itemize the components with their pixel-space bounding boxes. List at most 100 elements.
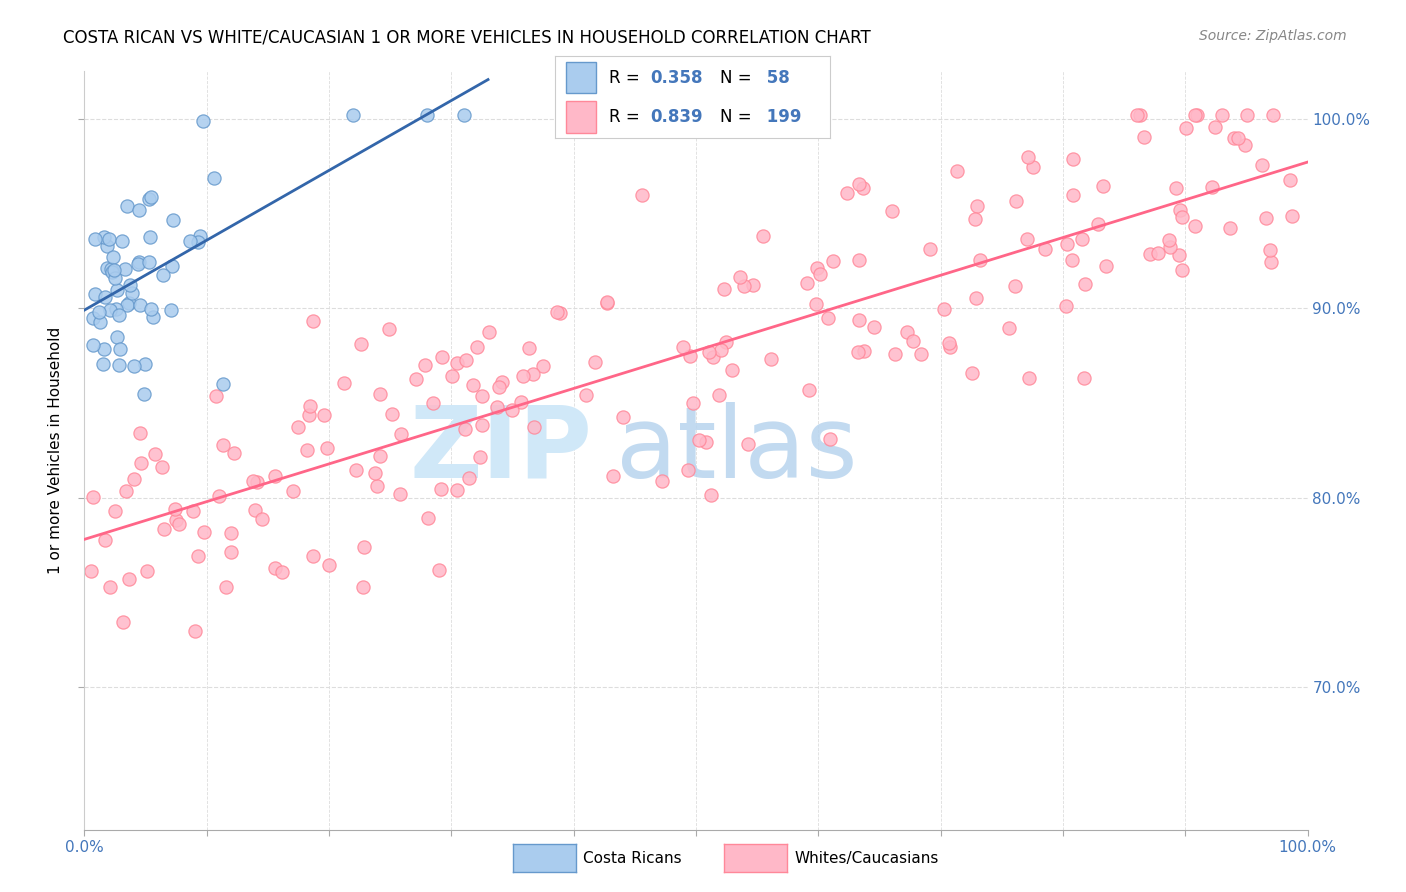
Text: atlas: atlas xyxy=(616,402,858,499)
Point xyxy=(205,389,228,403)
Text: COSTA RICAN VS WHITE/CAUCASIAN 1 OR MORE VEHICLES IN HOUSEHOLD CORRELATION CHART: COSTA RICAN VS WHITE/CAUCASIAN 1 OR MORE… xyxy=(63,29,872,46)
Point xyxy=(84,287,107,301)
Point xyxy=(1133,130,1156,145)
Point xyxy=(1171,210,1194,224)
Point xyxy=(93,533,115,547)
Point xyxy=(517,341,540,355)
Point xyxy=(108,342,131,356)
Point xyxy=(121,285,143,300)
Point xyxy=(98,232,121,246)
Point xyxy=(138,254,160,268)
Point xyxy=(163,502,186,516)
Point xyxy=(416,108,439,122)
Point xyxy=(808,268,831,282)
Point xyxy=(457,470,479,484)
Point xyxy=(910,347,932,361)
Point xyxy=(1070,231,1092,245)
Point xyxy=(1033,242,1056,256)
Point xyxy=(1184,219,1206,233)
Text: 0.358: 0.358 xyxy=(650,69,703,87)
Point xyxy=(1091,179,1114,194)
Point xyxy=(191,114,214,128)
Point xyxy=(98,302,121,317)
Text: R =: R = xyxy=(609,69,645,87)
Point xyxy=(962,366,984,380)
Point xyxy=(101,250,124,264)
Point xyxy=(454,422,477,436)
Point xyxy=(187,235,209,249)
Point xyxy=(181,504,204,518)
Point xyxy=(852,180,875,194)
Point xyxy=(212,377,235,392)
Point xyxy=(1281,209,1303,223)
Point xyxy=(250,512,273,526)
Point xyxy=(1261,108,1284,122)
Point xyxy=(523,420,546,434)
Point xyxy=(110,234,132,248)
Point xyxy=(381,407,404,421)
Point xyxy=(264,561,287,575)
Point xyxy=(353,540,375,554)
Text: 58: 58 xyxy=(761,69,790,87)
Point xyxy=(152,268,174,283)
Point xyxy=(1201,180,1223,194)
Point xyxy=(82,338,104,352)
Point xyxy=(759,351,782,366)
Point xyxy=(896,325,918,339)
Point xyxy=(87,305,110,319)
Point xyxy=(468,450,491,464)
Point xyxy=(150,459,173,474)
Point xyxy=(651,475,673,489)
Point xyxy=(118,572,141,586)
Point xyxy=(631,188,654,202)
Point xyxy=(388,487,411,501)
Point xyxy=(159,302,181,317)
Point xyxy=(853,344,876,359)
Text: 0.839: 0.839 xyxy=(650,108,703,126)
Point xyxy=(139,230,162,244)
Point xyxy=(848,253,870,268)
Text: R =: R = xyxy=(609,108,645,126)
Point xyxy=(366,479,388,493)
Point xyxy=(1236,108,1258,122)
Point xyxy=(1018,371,1040,385)
Point xyxy=(105,283,128,297)
Point xyxy=(132,386,155,401)
Point xyxy=(612,409,634,424)
Point xyxy=(179,234,201,248)
Point xyxy=(298,408,321,422)
Point xyxy=(918,242,941,256)
Point xyxy=(733,278,755,293)
Point xyxy=(105,330,128,344)
Point xyxy=(128,255,150,269)
Point xyxy=(1005,194,1028,208)
Point xyxy=(862,320,884,334)
Point xyxy=(405,372,427,386)
Point xyxy=(138,192,160,206)
Point xyxy=(997,321,1019,335)
Point xyxy=(243,502,266,516)
Point xyxy=(848,178,870,192)
Point xyxy=(797,383,820,397)
Point xyxy=(108,308,131,322)
Point xyxy=(1139,247,1161,261)
Point xyxy=(966,199,988,213)
Point xyxy=(939,340,962,354)
Point xyxy=(281,484,304,499)
Point xyxy=(548,306,571,320)
Point xyxy=(713,282,735,296)
Point xyxy=(370,387,392,401)
Point xyxy=(141,302,163,317)
Point xyxy=(136,564,159,578)
Point xyxy=(688,434,710,448)
Point xyxy=(1279,173,1302,187)
Point xyxy=(583,355,606,369)
Point xyxy=(91,357,114,371)
Point xyxy=(389,427,412,442)
Point xyxy=(264,469,287,483)
Point xyxy=(368,449,391,463)
Point xyxy=(697,344,720,359)
Point xyxy=(1062,152,1084,166)
Point xyxy=(145,447,167,461)
Text: ZIP: ZIP xyxy=(409,402,592,499)
